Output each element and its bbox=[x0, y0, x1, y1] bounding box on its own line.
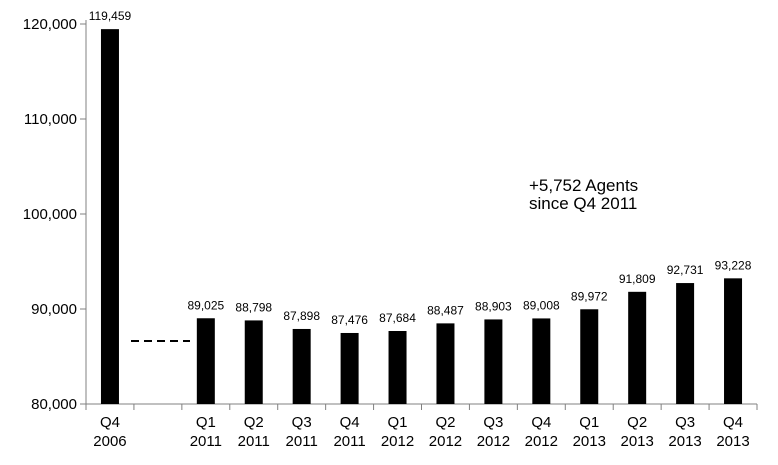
data-label: 89,008 bbox=[523, 298, 560, 312]
x-tick-label-year: 2013 bbox=[573, 433, 606, 450]
data-label: 87,476 bbox=[331, 313, 368, 327]
x-tick-label-quarter: Q2 bbox=[244, 414, 264, 431]
bar bbox=[196, 318, 215, 404]
x-tick-label-year: 2011 bbox=[190, 433, 222, 450]
data-label: 88,903 bbox=[475, 299, 512, 313]
y-axis: 80,000 90,000 100,000 110,000 120,000 bbox=[23, 16, 87, 413]
bar bbox=[436, 323, 455, 404]
bar bbox=[340, 332, 359, 404]
bar bbox=[724, 278, 743, 404]
bar bbox=[244, 320, 263, 404]
y-tick-label: 90,000 bbox=[31, 301, 77, 318]
data-label: 87,898 bbox=[283, 309, 320, 323]
x-tick-label-quarter: Q1 bbox=[388, 414, 408, 431]
data-label: 119,459 bbox=[89, 9, 132, 23]
x-tick-label-year: 2011 bbox=[333, 433, 365, 450]
annotation-line-1: +5,752 Agents bbox=[529, 176, 638, 195]
x-axis bbox=[85, 403, 758, 410]
y-tick-label: 100,000 bbox=[23, 206, 77, 223]
x-tick-label-quarter: Q1 bbox=[579, 414, 599, 431]
x-tick-label-quarter: Q4 bbox=[723, 414, 743, 431]
bars bbox=[100, 29, 743, 405]
bar bbox=[676, 283, 695, 404]
x-tick-label-quarter: Q3 bbox=[675, 414, 695, 431]
bar bbox=[484, 319, 503, 404]
x-tick-label-quarter: Q2 bbox=[435, 414, 455, 431]
data-label: 92,731 bbox=[667, 263, 704, 277]
x-tick-label-quarter: Q3 bbox=[292, 414, 312, 431]
x-tick-label-quarter: Q2 bbox=[627, 414, 647, 431]
data-label: 93,228 bbox=[715, 258, 752, 272]
bar bbox=[100, 29, 119, 405]
data-label: 89,025 bbox=[187, 298, 224, 312]
bar bbox=[628, 291, 647, 404]
x-tick-label-quarter: Q4 bbox=[531, 414, 551, 431]
data-label: 88,487 bbox=[427, 303, 464, 317]
data-label: 91,809 bbox=[619, 272, 656, 286]
x-tick-label-year: 2012 bbox=[477, 433, 510, 450]
x-tick-label-year: 2012 bbox=[429, 433, 462, 450]
y-tick-label: 120,000 bbox=[23, 16, 77, 33]
x-tick-label-year: 2013 bbox=[716, 433, 749, 450]
x-tick-label-quarter: Q4 bbox=[100, 414, 120, 431]
x-tick-label-quarter: Q1 bbox=[196, 414, 216, 431]
data-label: 89,972 bbox=[571, 289, 608, 303]
x-tick-label-quarter: Q3 bbox=[483, 414, 503, 431]
data-labels: 119,459 89,025 88,798 87,898 87,476 87,684 88,… bbox=[89, 9, 752, 327]
category-labels: Q4 2006 Q1 2011 Q2 2011 Q3 2011 Q4 2011 Q1 2012 Q2 20… bbox=[93, 414, 749, 450]
data-label: 88,798 bbox=[235, 300, 272, 314]
bar bbox=[292, 328, 311, 404]
data-label: 87,684 bbox=[379, 311, 416, 325]
annotation-line-2: since Q4 2011 bbox=[529, 194, 637, 213]
x-tick-label-year: 2011 bbox=[238, 433, 270, 450]
y-tick-label: 110,000 bbox=[24, 111, 77, 128]
x-tick-label-year: 2013 bbox=[668, 433, 701, 450]
bar bbox=[388, 331, 407, 404]
x-tick-label-year: 2013 bbox=[620, 433, 653, 450]
bar bbox=[580, 309, 599, 404]
x-tick-label-year: 2011 bbox=[286, 433, 318, 450]
x-tick-label-year: 2012 bbox=[381, 433, 414, 450]
x-tick-label-year: 2012 bbox=[525, 433, 558, 450]
x-tick-label-quarter: Q4 bbox=[340, 414, 360, 431]
y-tick-label: 80,000 bbox=[31, 396, 77, 413]
x-tick-label-year: 2006 bbox=[93, 433, 126, 450]
bar bbox=[532, 318, 551, 404]
